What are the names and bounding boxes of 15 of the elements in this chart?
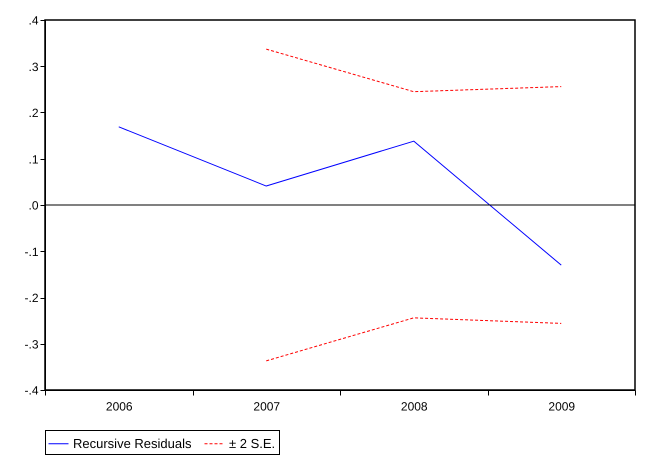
legend-label: ± 2 S.E. xyxy=(229,436,276,451)
y-tick-label: -.4 xyxy=(24,384,39,398)
y-tick-label: .0 xyxy=(28,198,39,212)
y-tick-label: -.3 xyxy=(24,337,39,352)
x-tick-label: 2006 xyxy=(106,400,133,414)
y-tick-label: -.1 xyxy=(24,244,39,259)
y-tick-label: .1 xyxy=(28,152,39,166)
y-tick-label: .2 xyxy=(28,106,39,120)
y-tick-label: -.2 xyxy=(24,291,39,305)
x-tick-label: 2008 xyxy=(400,400,428,414)
legend-label: Recursive Residuals xyxy=(73,436,192,451)
y-tick-label: .3 xyxy=(28,60,39,74)
x-tick-label: 2009 xyxy=(548,400,576,414)
x-tick-label: 2007 xyxy=(253,400,280,414)
y-tick-label: .4 xyxy=(28,14,39,28)
